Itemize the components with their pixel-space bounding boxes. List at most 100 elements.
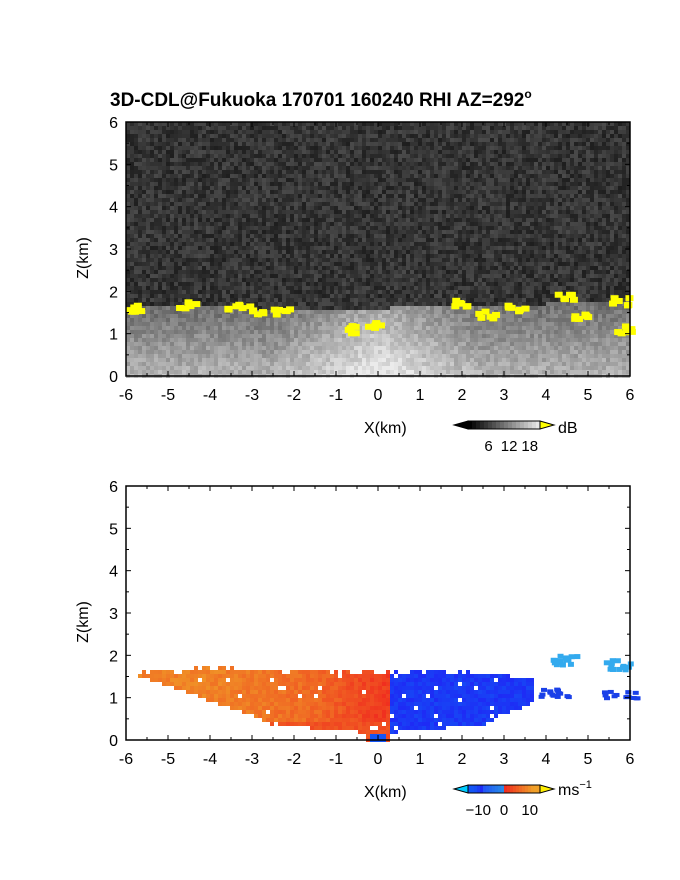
backscatter-cell [558, 202, 562, 206]
backscatter-cell [130, 274, 134, 278]
backscatter-cell [242, 226, 246, 230]
backscatter-cell [566, 226, 570, 230]
backscatter-cell [462, 210, 466, 214]
backscatter-cell [298, 202, 302, 206]
backscatter-cell [466, 122, 470, 126]
backscatter-cell [578, 214, 582, 218]
backscatter-cell [530, 182, 534, 186]
backscatter-cell [214, 242, 218, 246]
backscatter-cell [270, 218, 274, 222]
backscatter-cell [238, 278, 242, 282]
backscatter-cell [514, 126, 518, 130]
backscatter-cell [286, 206, 290, 210]
backscatter-cell [142, 210, 146, 214]
backscatter-cell [130, 142, 134, 146]
backscatter-cell [446, 158, 450, 162]
backscatter-cell [330, 266, 334, 270]
backscatter-cell [358, 218, 362, 222]
backscatter-cell [234, 258, 238, 262]
backscatter-cell [214, 246, 218, 250]
backscatter-cell [622, 154, 626, 158]
backscatter-cell [142, 250, 146, 254]
backscatter-cell [558, 198, 562, 202]
backscatter-cell [162, 150, 166, 154]
backscatter-cell [366, 278, 370, 282]
backscatter-cell [402, 126, 406, 130]
backscatter-cell [578, 254, 582, 258]
backscatter-cell [130, 238, 134, 242]
backscatter-cell [418, 278, 422, 282]
backscatter-cell [210, 270, 214, 274]
backscatter-cell [146, 262, 150, 266]
backscatter-cell [358, 210, 362, 214]
backscatter-cell [626, 242, 630, 246]
backscatter-cell [526, 182, 530, 186]
backscatter-cell [546, 126, 550, 130]
backscatter-cell [370, 170, 374, 174]
backscatter-cell [542, 250, 546, 254]
backscatter-cell [594, 214, 598, 218]
backscatter-cell [606, 134, 610, 138]
backscatter-cell [402, 198, 406, 202]
backscatter-cell [422, 122, 426, 126]
backscatter-cell [234, 170, 238, 174]
backscatter-cell [226, 246, 230, 250]
backscatter-cell [542, 270, 546, 274]
backscatter-cell [622, 198, 626, 202]
backscatter-cell [354, 266, 358, 270]
backscatter-cell [446, 226, 450, 230]
backscatter-cell [626, 186, 630, 190]
backscatter-cell [542, 262, 546, 266]
backscatter-cell [314, 210, 318, 214]
backscatter-cell [186, 126, 190, 130]
backscatter-cell [226, 162, 230, 166]
backscatter-cell [398, 202, 402, 206]
backscatter-cell [434, 274, 438, 278]
backscatter-cell [154, 202, 158, 206]
backscatter-cell [422, 158, 426, 162]
backscatter-cell [330, 186, 334, 190]
backscatter-cell [546, 226, 550, 230]
backscatter-cell [166, 166, 170, 170]
backscatter-cell [554, 198, 558, 202]
backscatter-cell [358, 182, 362, 186]
backscatter-cell [414, 146, 418, 150]
backscatter-cell [430, 258, 434, 262]
backscatter-cell [334, 154, 338, 158]
backscatter-cell [506, 122, 510, 126]
backscatter-cell [490, 126, 494, 130]
backscatter-cell [290, 214, 294, 218]
backscatter-cell [526, 142, 530, 146]
backscatter-cell [558, 218, 562, 222]
backscatter-cell [322, 274, 326, 278]
backscatter-cell [414, 202, 418, 206]
backscatter-cell [434, 134, 438, 138]
backscatter-cell [542, 138, 546, 142]
backscatter-cell [514, 230, 518, 234]
backscatter-cell [262, 154, 266, 158]
backscatter-cell [254, 130, 258, 134]
backscatter-cell [558, 242, 562, 246]
backscatter-cell [350, 214, 354, 218]
backscatter-cell [282, 170, 286, 174]
backscatter-cell [542, 178, 546, 182]
backscatter-cell [134, 262, 138, 266]
backscatter-cell [178, 238, 182, 242]
backscatter-cell [282, 218, 286, 222]
backscatter-cell [494, 230, 498, 234]
backscatter-cell [170, 146, 174, 150]
backscatter-cell [578, 266, 582, 270]
backscatter-cell [170, 250, 174, 254]
backscatter-cell [150, 122, 154, 126]
backscatter-cell [258, 190, 262, 194]
backscatter-cell [534, 122, 538, 126]
backscatter-cell [618, 126, 622, 130]
backscatter-cell [434, 230, 438, 234]
backscatter-cell [146, 134, 150, 138]
backscatter-cell [286, 234, 290, 238]
backscatter-cell [218, 230, 222, 234]
backscatter-cell [178, 130, 182, 134]
backscatter-cell [130, 154, 134, 158]
backscatter-cell [142, 190, 146, 194]
